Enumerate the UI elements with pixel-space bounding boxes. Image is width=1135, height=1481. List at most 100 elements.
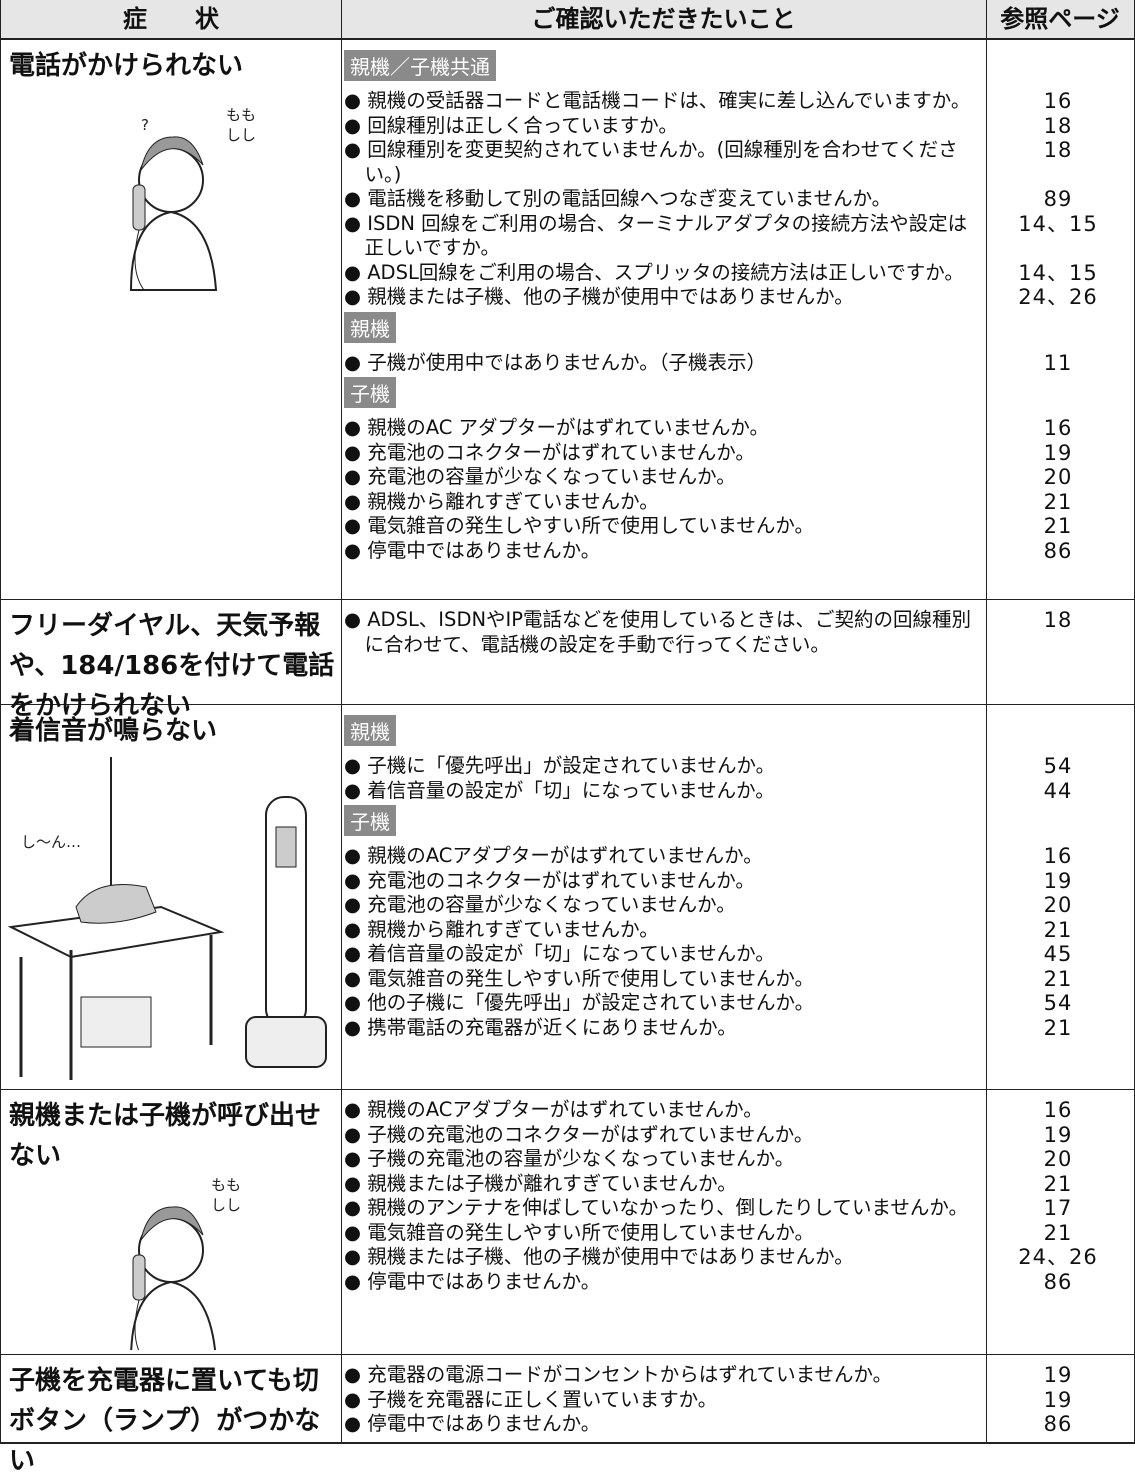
page-ref: 11 bbox=[1043, 350, 1073, 375]
header-cell: 参照ページ bbox=[986, 0, 1134, 40]
check-item: ● 充電池の容量が少なくなっていませんか。 bbox=[344, 893, 736, 916]
symptom: 子機を充電器に置いても切ボタン（ランプ）がつかない bbox=[9, 1366, 321, 1476]
illustration-text: ? bbox=[141, 116, 149, 134]
check-item: ● 子機に「優先呼出」が設定されていませんか。 bbox=[344, 754, 776, 777]
group-cell: 子機 bbox=[344, 375, 984, 416]
symptom: 着信音が鳴らない bbox=[9, 716, 218, 746]
check-item: ● 子機が使用中ではありませんか。（子機表示） bbox=[344, 350, 766, 374]
check-item: ● 子機の充電池のコネクターがはずれていませんか。 bbox=[344, 1122, 814, 1146]
page-ref: 14、15 bbox=[1018, 211, 1098, 236]
group-cell: 親機 bbox=[344, 713, 984, 754]
table-row: 子機を充電器に置いても切ボタン（ランプ）がつかない ● 充電器の電源コードがコンセ… bbox=[1, 1355, 1134, 1476]
page-ref: 21 bbox=[1043, 1171, 1073, 1196]
check-item: ● 回線種別を変更契約されていませんか。(回線種別を合わせてください。) bbox=[344, 138, 958, 186]
check-item: ● 親機または子機が離れすぎていませんか。 bbox=[344, 1171, 737, 1195]
page-ref: 24、26 bbox=[1018, 285, 1098, 309]
check-item: ● 親機のACアダプターがはずれていませんか。 bbox=[344, 1098, 763, 1121]
page-ref: 16 bbox=[1043, 89, 1073, 113]
illustration: し〜ん… bbox=[7, 757, 327, 1080]
check-item: ● 親機または子機、他の子機が使用中ではありませんか。 bbox=[344, 285, 854, 308]
spacer bbox=[984, 803, 1132, 844]
page-ref: 19 bbox=[1043, 1122, 1073, 1147]
symptom: 親機または子機が呼び出せない bbox=[9, 1101, 322, 1171]
check-item: ● 子機の充電池の容量が少なくなっていませんか。 bbox=[344, 1147, 795, 1170]
illustration-text: しし bbox=[211, 1196, 241, 1214]
group-label: 親機 bbox=[344, 311, 396, 343]
illustration-text: し〜ん… bbox=[21, 833, 81, 851]
check-item: ● 充電池の容量が少なくなっていませんか。 bbox=[344, 465, 736, 488]
page-ref: 19 bbox=[1043, 1387, 1073, 1412]
page-ref: 16 bbox=[1043, 844, 1073, 868]
group-label: 親機 bbox=[344, 715, 396, 746]
page-ref: 86 bbox=[1043, 1269, 1073, 1294]
check-item: ● 他の子機に「優先呼出」が設定されていませんか。 bbox=[344, 991, 815, 1014]
table-row: 親機または子機が呼び出せないももしし ● 親機のACアダプターがはずれていませんか… bbox=[1, 1090, 1134, 1355]
spacer bbox=[984, 375, 1132, 416]
check-item: ● 親機または子機、他の子機が使用中ではありませんか。 bbox=[344, 1245, 854, 1268]
page-ref: 16 bbox=[1043, 416, 1073, 440]
page-ref: 20 bbox=[1043, 893, 1073, 917]
check-item: ● 電気雑音の発生しやすい所で使用していませんか。 bbox=[344, 1220, 814, 1244]
check-item: ● 親機のACアダプターがはずれていませんか。 bbox=[344, 844, 763, 867]
page-ref: 21 bbox=[1043, 489, 1073, 514]
table-row: 着信音が鳴らないし〜ん… 親機 ● 子機に「優先呼出」が設定されていませんか。 54 ●… bbox=[1, 705, 1134, 1090]
page-ref: 54 bbox=[1043, 754, 1073, 778]
check-item: ● 着信音量の設定が「切」になっていませんか。 bbox=[344, 778, 775, 802]
check-item: ● ISDN 回線をご利用の場合、ターミナルアダプタの接続方法や設定は正しいです… bbox=[344, 211, 968, 260]
page-ref: 19 bbox=[1043, 1363, 1073, 1387]
page-ref: 21 bbox=[1043, 1015, 1073, 1040]
checks: 親機／子機共通 ● 親機の受話器コードと電話機コードは、確実に差し込んでいますか。… bbox=[344, 48, 1132, 563]
page-ref: 54 bbox=[1043, 991, 1073, 1015]
group-cell: 親機 bbox=[344, 310, 984, 351]
table-row: 電話がかけられない? もも しし 親機／子機共通 ● 親機の受話器コードと電話機コードは… bbox=[1, 40, 1134, 600]
check-item: ● 停電中ではありませんか。 bbox=[344, 1269, 601, 1293]
page-ref: 21 bbox=[1043, 966, 1073, 991]
check-item: ● 着信音量の設定が「切」になっていませんか。 bbox=[344, 942, 775, 965]
header-cell: ご確認いただきたいこと bbox=[341, 0, 986, 40]
page-ref: 14、15 bbox=[1018, 260, 1098, 285]
symptom: フリーダイヤル、天気予報や、184/186を付けて電話をかけられない bbox=[9, 611, 335, 721]
spacer bbox=[984, 48, 1132, 89]
spacer bbox=[984, 310, 1132, 351]
page-ref: 20 bbox=[1043, 465, 1073, 489]
illustration-text: もも bbox=[211, 1176, 241, 1194]
column-divider bbox=[986, 0, 987, 1443]
page-ref: 21 bbox=[1043, 917, 1073, 942]
page-ref: 86 bbox=[1043, 1412, 1073, 1436]
group-label: 子機 bbox=[344, 377, 396, 408]
check-item: ● 充電器の電源コードがコンセントからはずれていませんか。 bbox=[344, 1363, 893, 1386]
checks: ● 親機のACアダプターがはずれていませんか。 16 ● 子機の充電池のコネクターが… bbox=[344, 1098, 1132, 1294]
check-item: ● ADSL回線をご利用の場合、スプリッタの接続方法は正しいですか。 bbox=[344, 260, 964, 284]
column-divider bbox=[341, 0, 342, 1443]
checks: 親機 ● 子機に「優先呼出」が設定されていませんか。 54 ● 着信音量の設定が「切」… bbox=[344, 713, 1132, 1040]
check-item: ● 電気雑音の発生しやすい所で使用していませんか。 bbox=[344, 966, 814, 990]
check-item: ● 充電池のコネクターがはずれていませんか。 bbox=[344, 868, 755, 892]
check-item: ● 回線種別は正しく合っていますか。 bbox=[344, 113, 678, 137]
group-cell: 子機 bbox=[344, 803, 984, 844]
check-item: ● 充電池のコネクターがはずれていませんか。 bbox=[344, 440, 755, 464]
page-ref: 86 bbox=[1043, 538, 1073, 563]
check-item: ● 電話機を移動して別の電話回線へつなぎ変えていませんか。 bbox=[344, 187, 892, 210]
page-ref: 19 bbox=[1043, 440, 1073, 465]
check-item: ● ADSL、ISDNやIP電話などを使用しているときは、ご契約の回線種別に合わ… bbox=[344, 608, 971, 656]
checks: ● ADSL、ISDNやIP電話などを使用しているときは、ご契約の回線種別に合わ… bbox=[344, 608, 1132, 657]
group-label: 親機／子機共通 bbox=[344, 50, 496, 81]
check-item: ● 子機を充電器に正しく置いていますか。 bbox=[344, 1387, 718, 1411]
group-cell: 親機／子機共通 bbox=[344, 48, 984, 89]
page-ref: 18 bbox=[1043, 608, 1073, 632]
spacer bbox=[984, 713, 1132, 754]
check-item: ● 親機から離れすぎていませんか。 bbox=[344, 917, 659, 941]
header-cell: 症 状 bbox=[1, 0, 341, 40]
check-item: ● 停電中ではありませんか。 bbox=[344, 1412, 601, 1435]
group-label: 子機 bbox=[344, 805, 396, 836]
illustration-text: もも bbox=[226, 106, 256, 124]
page-ref: 21 bbox=[1043, 1220, 1073, 1245]
page-ref: 18 bbox=[1043, 138, 1073, 162]
page-ref: 18 bbox=[1043, 113, 1073, 138]
check-item: ● 親機の受話器コードと電話機コードは、確実に差し込んでいますか。 bbox=[344, 89, 971, 112]
checks: ● 充電器の電源コードがコンセントからはずれていませんか。 19 ● 子機を充電器に… bbox=[344, 1363, 1132, 1437]
page-ref: 45 bbox=[1043, 942, 1073, 966]
